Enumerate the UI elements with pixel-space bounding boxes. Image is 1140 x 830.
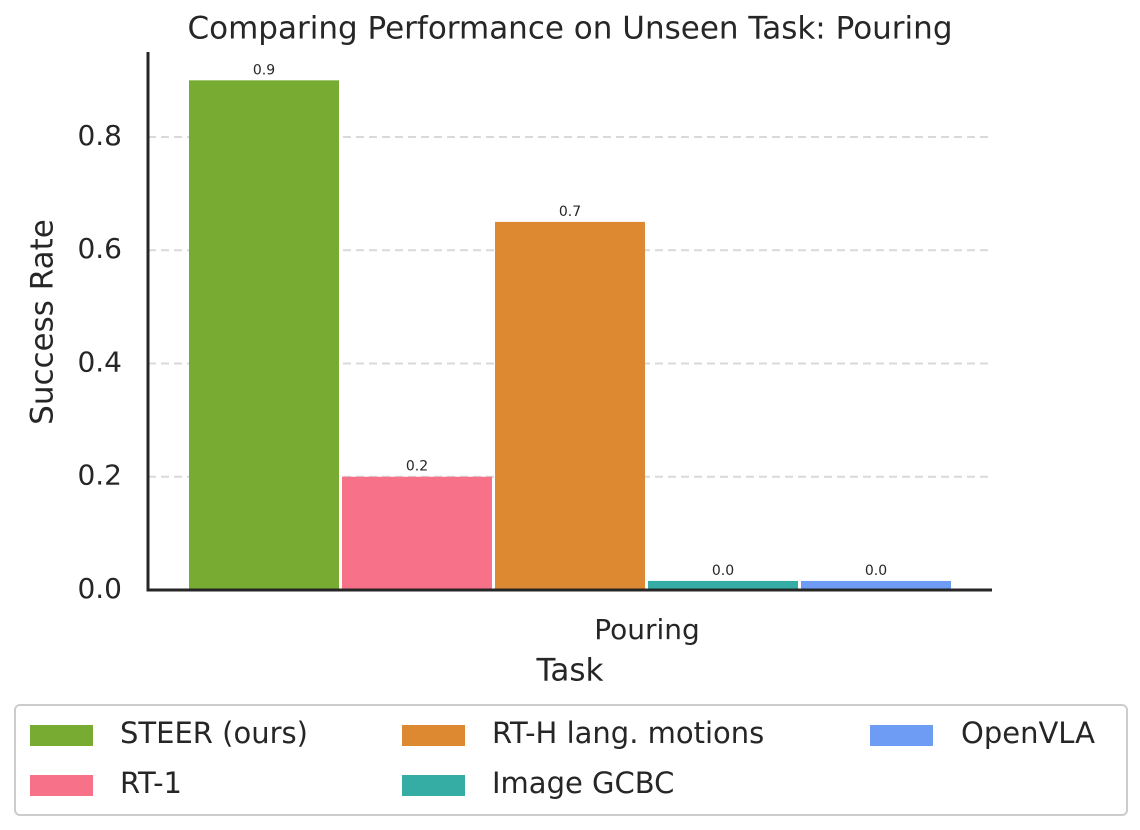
legend-swatch <box>402 725 465 746</box>
x-axis-label: Task <box>536 653 604 689</box>
y-tick-label: 0.6 <box>77 232 122 265</box>
legend-label: STEER (ours) <box>120 716 308 750</box>
bar <box>495 221 645 591</box>
legend-label: Image GCBC <box>492 766 674 800</box>
value-label: 0.9 <box>253 62 275 78</box>
legend-label: RT-H lang. motions <box>492 716 764 750</box>
legend-box <box>14 704 1128 816</box>
value-label: 0.0 <box>712 563 734 579</box>
y-tick-label: 0.8 <box>77 119 122 152</box>
legend-swatch <box>402 775 465 796</box>
value-label: 0.0 <box>865 563 887 579</box>
y-tick-label: 0.0 <box>77 572 122 605</box>
bar <box>189 80 339 590</box>
legend-swatch <box>30 725 93 746</box>
legend-swatch <box>30 775 93 796</box>
bar <box>648 580 798 590</box>
chart-title: Comparing Performance on Unseen Task: Po… <box>187 11 952 47</box>
y-axis-label: Success Rate <box>25 219 61 425</box>
value-label: 0.2 <box>406 459 428 475</box>
legend-swatch <box>870 725 933 746</box>
bar <box>342 476 492 590</box>
y-tick-label: 0.2 <box>77 459 122 492</box>
bar <box>801 580 951 590</box>
legend-label: OpenVLA <box>961 716 1095 750</box>
value-label: 0.7 <box>559 204 581 220</box>
y-tick-label: 0.4 <box>77 345 122 378</box>
x-tick-label: Pouring <box>594 613 700 646</box>
legend-label: RT-1 <box>120 766 182 800</box>
